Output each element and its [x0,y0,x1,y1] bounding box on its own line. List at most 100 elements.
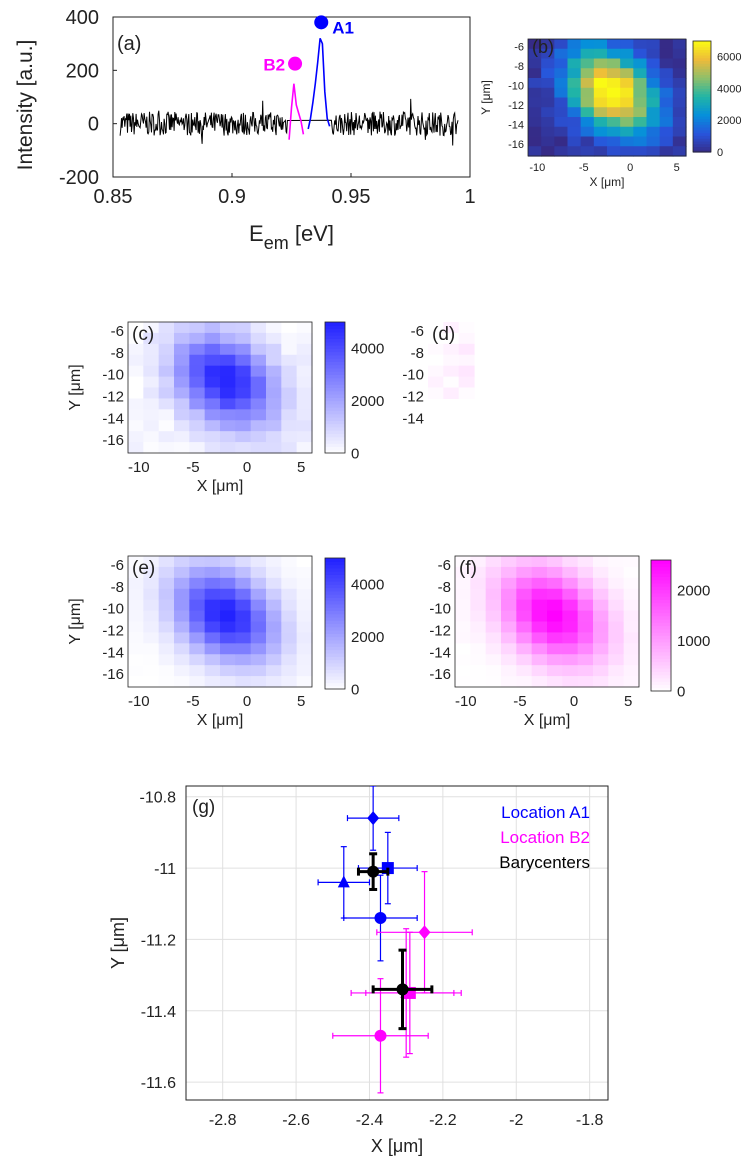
heatmap-cell [646,97,661,108]
heatmap-cell [646,78,661,89]
colorbar-segment [651,566,671,571]
heatmap-cell [158,442,175,454]
heatmap-cell [562,632,579,644]
panel-label: (f) [459,558,477,579]
heatmap-cell [562,566,579,579]
heatmap-cell [158,643,175,655]
colorbar-segment [693,107,711,111]
heatmap-cell [296,621,313,634]
heatmap-cell [266,332,282,345]
colorbar-segment [693,102,711,106]
heatmap-cell [143,632,160,644]
heatmap-cell [593,556,609,568]
colorbar-tick-label: 2000 [717,115,741,127]
legend-entry: Barycenters [499,853,590,872]
heatmap-cell [623,643,640,655]
heatmap-cell [235,556,252,568]
heatmap-cell [646,117,661,128]
heatmap-cell [577,654,594,666]
colorbar-segment [325,639,345,644]
colorbar-segment [325,400,345,405]
heatmap-cell [528,39,542,50]
colorbar-segment [325,672,345,677]
heatmap-cell [296,376,313,389]
heatmap-cell [633,117,648,128]
heatmap-cell [266,566,282,579]
colorbar-segment [325,577,345,582]
colorbar-segment [693,54,711,59]
heatmap-cell [528,48,542,60]
heatmap-cell [593,39,608,50]
colorbar-segment [693,146,711,150]
heatmap-cell [204,343,221,356]
heatmap-cell [528,107,542,118]
heatmap-cell [143,599,160,612]
heatmap-cell [189,431,206,443]
heatmap-cell [281,420,298,432]
heatmap-cell [528,87,542,99]
heatmap-cell [608,556,625,568]
heatmap-cell [608,610,625,623]
heatmap-cell [623,632,640,644]
heatmap-cell [189,322,206,334]
panel-f: -6-8-10-12-14-16-10 -5 0 5X [μm](f)01000200… [429,555,710,729]
heatmap-cell [672,58,687,69]
heatmap-cell [608,665,625,677]
heatmap-cell [501,676,517,688]
heatmap-cell [235,442,252,454]
heatmap-cell [608,632,625,644]
colorbar-segment [325,367,345,372]
point-location-b2-circle [374,1029,387,1042]
colorbar-segment [325,335,345,339]
colorbar-segment [651,615,671,620]
heatmap-cell [235,566,252,579]
heatmap-cell [554,117,569,128]
heatmap-cell [593,665,609,677]
heatmap-cell [620,68,634,79]
colorbar-segment [693,41,711,45]
colorbar-segment [325,600,345,605]
heatmap-cell [189,676,206,688]
colorbar-segment [651,645,671,650]
heatmap-cell [220,420,236,432]
panel-a: 0.85 0.9 0.95 1 -200 0 200 400 Eem [eV] Intensity… [14,7,476,253]
heatmap-cell [220,376,236,389]
heatmap-cell [567,97,582,108]
heatmap-cell [266,365,282,378]
colorbar-segment [693,138,711,142]
heatmap-cell [204,610,221,623]
heatmap-cell [554,78,569,89]
plot-frame [454,555,640,688]
heatmap-cell [659,107,674,118]
heatmap-cell [593,632,609,644]
colorbar-segment [325,338,345,343]
heatmap-cell [607,117,621,128]
heatmap-cell [672,68,687,79]
heatmap-cell [266,343,282,356]
colorbar-segment [693,118,711,123]
colorbar-tick-label: 0 [717,147,723,159]
heatmap-cell [608,654,625,666]
heatmap-cell [554,39,569,50]
colorbar-segment [325,590,345,595]
heatmap-cell [528,97,542,108]
heatmap-cell [516,665,533,677]
heatmap-cell [547,632,563,644]
heatmap-cell [204,621,221,634]
heatmap-cell [266,409,282,421]
heatmap-cell [577,577,594,590]
heatmap-cell [128,654,144,666]
heatmap-cell [531,599,548,612]
heatmap-cell [501,621,517,634]
heatmap-cell [567,39,582,50]
heatmap-cell [646,126,661,138]
panel-label: (d) [432,324,455,345]
heatmap-cell [235,398,252,410]
x-tick-label: -10 [128,459,150,476]
heatmap-cell [281,566,298,579]
heatmap-cell [158,343,175,356]
heatmap-cell [235,588,252,601]
heatmap-cell [580,117,595,128]
heatmap-cell [593,136,608,147]
heatmap-cell [250,577,267,590]
